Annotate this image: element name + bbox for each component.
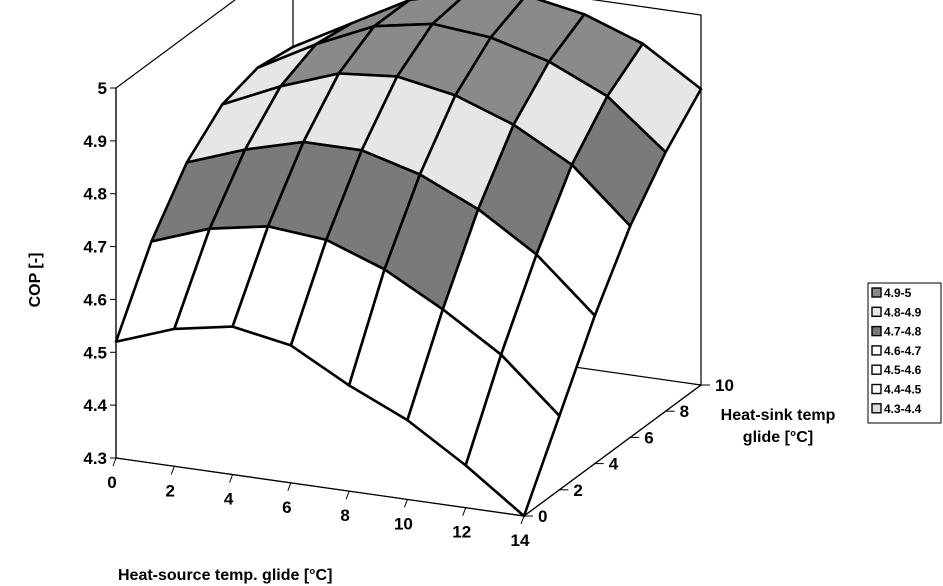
y-tick-label: 0: [538, 507, 547, 526]
y-tick-label: 4: [609, 455, 619, 474]
z-tick-label: 4.5: [83, 343, 107, 362]
z-axis-ticks: 4.3 4.4 4.5 4.6 4.7 4.8 4.9 5: [83, 79, 116, 468]
x-tick-mark: [403, 499, 408, 508]
x-axis-line: [115, 457, 525, 517]
legend-label: 4.6-4.7: [884, 344, 922, 358]
z-tick-label: 4.6: [83, 290, 107, 309]
x-tick-label: 14: [511, 531, 530, 550]
surface-plot: [114, 0, 703, 518]
y-axis-title-line: glide [°C]: [743, 429, 813, 446]
y-tick-label: 6: [644, 428, 653, 447]
y-axis-ticks: 0 2 4 6 8 10: [524, 376, 734, 526]
y-tick-label: 8: [680, 402, 689, 421]
y-axis-title-line: Heat-sink temp: [721, 407, 836, 424]
y-axis-line: [523, 384, 702, 517]
z-tick-label: 4.3: [83, 449, 107, 468]
legend-swatch: [871, 403, 882, 414]
legend-swatch: [871, 345, 882, 356]
x-tick-label: 4: [224, 490, 234, 509]
z-tick-label: 4.7: [83, 238, 107, 257]
legend-label: 4.9-5: [884, 286, 912, 300]
z-tick-label: 5: [98, 79, 107, 98]
y-tick-label: 2: [573, 481, 582, 500]
x-tick-label: 2: [166, 481, 175, 500]
plot-box-front-edges: [115, 88, 702, 517]
x-axis-ticks: 0 2 4 6 8 10 12 14: [107, 457, 530, 550]
y-axis-title: Heat-sink temp glide [°C]: [721, 407, 836, 446]
z-tick-label: 4.8: [83, 185, 107, 204]
x-axis-title: Heat-source temp. glide [°C]: [118, 567, 332, 584]
z-tick-label: 4.9: [83, 132, 107, 151]
legend-label: 4.7-4.8: [884, 325, 922, 339]
legend-label: 4.4-4.5: [884, 383, 922, 397]
legend-swatch: [871, 306, 882, 317]
x-tick-mark: [170, 466, 175, 475]
legend-swatch: [871, 364, 882, 375]
legend-swatch: [871, 287, 882, 298]
x-tick-label: 12: [452, 523, 471, 542]
x-tick-mark: [462, 507, 467, 516]
surface-cell: [464, 353, 561, 518]
z-axis-title: COP [-]: [27, 253, 44, 308]
z-tick-label: 4.4: [83, 396, 107, 415]
legend-label: 4.5-4.6: [884, 363, 922, 377]
x-tick-label: 6: [282, 498, 291, 517]
x-tick-mark: [229, 474, 234, 483]
legend-label: 4.3-4.4: [884, 402, 922, 416]
legend-swatch: [871, 383, 882, 395]
legend: 4.9-5 4.8-4.9 4.7-4.8 4.6-4.7 4.5-4.6 4.4-4.5…: [867, 282, 942, 424]
x-tick-mark: [112, 457, 117, 467]
x-tick-label: 8: [340, 506, 349, 525]
y-tick-label: 10: [715, 376, 734, 395]
x-tick-mark: [345, 490, 350, 500]
x-tick-mark: [287, 482, 292, 492]
legend-swatch: [871, 325, 882, 337]
x-tick-label: 0: [107, 473, 116, 492]
legend-label: 4.8-4.9: [884, 305, 922, 319]
x-tick-mark: [520, 515, 525, 525]
x-tick-label: 10: [394, 514, 413, 533]
